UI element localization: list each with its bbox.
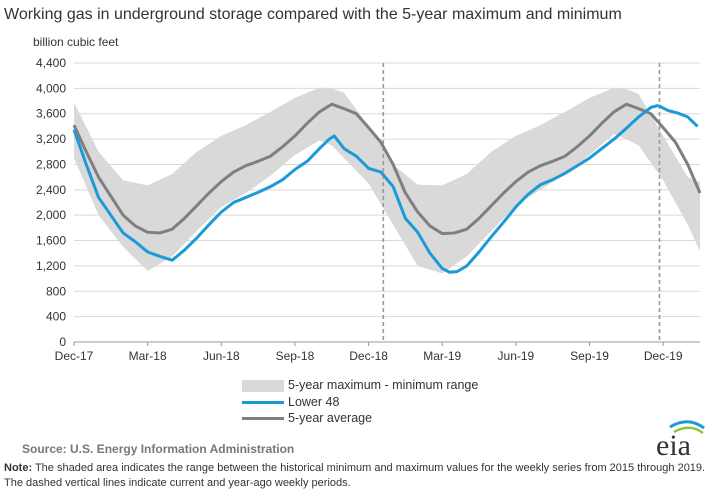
legend-swatch-average bbox=[242, 417, 284, 421]
y-tick-label: 2,000 bbox=[36, 208, 66, 222]
y-tick-label: 800 bbox=[46, 284, 66, 298]
source-text: Source: U.S. Energy Information Administ… bbox=[22, 442, 295, 456]
y-tick-label: 2,800 bbox=[36, 157, 66, 171]
legend-label-lower48: Lower 48 bbox=[288, 395, 340, 409]
x-tick-label: Jun-18 bbox=[203, 349, 240, 363]
x-tick-label: Jun-19 bbox=[498, 349, 535, 363]
series-lines bbox=[72, 102, 702, 274]
y-tick-label: 1,600 bbox=[36, 234, 66, 248]
x-tick-label: Mar-18 bbox=[129, 349, 167, 363]
y-tick-labels: 0 400 800 1,200 1,600 2,000 2,400 2,800 3,200 3,6… bbox=[36, 56, 66, 349]
logo-wordmark: eia bbox=[656, 429, 691, 460]
legend-item-lower48: Lower 48 bbox=[242, 395, 339, 409]
logo-swoosh-1 bbox=[669, 420, 705, 430]
y-tick-label: 0 bbox=[59, 335, 66, 349]
y-tick-label: 2,400 bbox=[36, 183, 66, 197]
y-tick-label: 1,200 bbox=[36, 259, 66, 273]
footnote: Note: The shaded area indicates the rang… bbox=[4, 461, 714, 491]
average-line bbox=[72, 102, 702, 236]
lower48-line bbox=[657, 104, 699, 128]
legend-swatch-range bbox=[242, 379, 284, 392]
note-label: Note: bbox=[4, 462, 33, 474]
legend-swatch-lower48 bbox=[242, 401, 284, 405]
x-tick-label: Sep-19 bbox=[570, 349, 609, 363]
y-tick-label: 3,600 bbox=[36, 107, 66, 121]
chart-title: Working gas in underground storage compa… bbox=[4, 6, 622, 23]
x-tick-label: Dec-19 bbox=[644, 349, 683, 363]
x-tick-label: Dec-18 bbox=[349, 349, 388, 363]
legend-item-average: 5-year average bbox=[242, 411, 372, 425]
legend-label-range: 5-year maximum - minimum range bbox=[288, 378, 479, 392]
legend-label-average: 5-year average bbox=[288, 411, 373, 425]
x-tick-label: Dec-17 bbox=[55, 349, 94, 363]
legend-item-range: 5-year maximum - minimum range bbox=[242, 378, 478, 392]
y-tick-label: 3,200 bbox=[36, 132, 66, 146]
x-tick-labels: Dec-17 Mar-18 Jun-18 Sep-18 Dec-18 Mar-19 Jun-… bbox=[55, 349, 683, 363]
y-tick-label: 4,000 bbox=[36, 81, 66, 95]
lower48-line bbox=[72, 104, 659, 274]
x-tick-label: Mar-19 bbox=[423, 349, 461, 363]
eia-logo: eia bbox=[656, 420, 705, 460]
gridlines bbox=[73, 62, 700, 346]
note-text: The shaded area indicates the range betw… bbox=[4, 462, 706, 489]
y-tick-label: 4,400 bbox=[36, 56, 66, 70]
y-axis-unit-label: billion cubic feet bbox=[33, 35, 119, 49]
x-tick-label: Sep-18 bbox=[276, 349, 315, 363]
y-tick-label: 400 bbox=[46, 310, 66, 324]
logo-swoosh-2 bbox=[673, 426, 704, 435]
vertical-markers bbox=[382, 63, 661, 342]
